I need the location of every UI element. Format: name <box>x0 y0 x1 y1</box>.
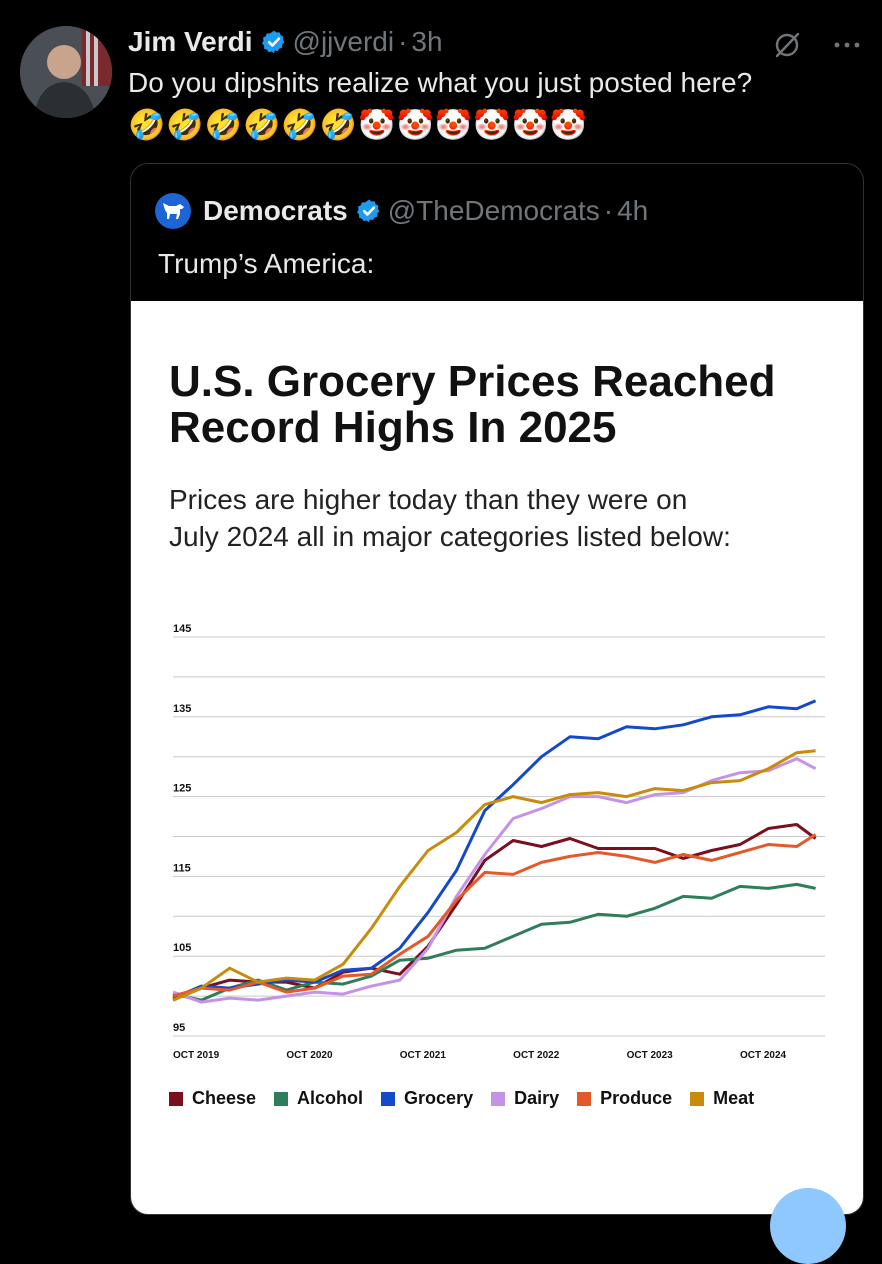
tweet-header: Jim Verdi @jjverdi · 3h <box>128 22 443 62</box>
chart-title: U.S. Grocery Prices Reached Record Highs… <box>169 359 849 451</box>
chart-subtitle-line2: July 2024 all in major categories listed… <box>169 521 731 552</box>
tweet-text: Do you dipshits realize what you just po… <box>128 67 753 98</box>
x-tick-label: OCT 2021 <box>400 1050 447 1061</box>
price-line-chart: 95 105 115 125 135 145 OCT 2019 OCT 2020 OCT 202… <box>172 623 825 1061</box>
legend-item-grocery: Grocery <box>381 1088 473 1109</box>
chart-title-line2: Record Highs In 2025 <box>169 403 617 452</box>
quoted-tweet-text: Trump’s America: <box>158 248 375 279</box>
verified-badge-icon <box>356 199 380 223</box>
quoted-tweet-time[interactable]: 4h <box>617 195 649 226</box>
more-dots-icon[interactable] <box>830 28 864 62</box>
author-avatar[interactable] <box>20 26 112 118</box>
chart-subtitle: Prices are higher today than they were o… <box>169 481 849 555</box>
legend-swatch <box>169 1091 183 1106</box>
slashed-circle-icon[interactable] <box>770 28 804 62</box>
tweet-emojis: 🤣🤣🤣🤣🤣🤣🤡🤡🤡🤡🤡🤡 <box>128 109 589 142</box>
legend-item-dairy: Dairy <box>491 1088 559 1109</box>
series-line-dairy <box>172 757 817 1004</box>
tweet-actions <box>770 28 864 62</box>
legend-label: Meat <box>713 1088 755 1108</box>
legend-item-alcohol: Alcohol <box>274 1088 363 1109</box>
compose-button[interactable] <box>770 1188 846 1264</box>
donkey-logo-icon <box>155 193 191 229</box>
x-tick-label: OCT 2020 <box>286 1050 333 1061</box>
legend-label: Produce <box>600 1088 673 1108</box>
series-line-alcohol <box>172 882 816 1002</box>
legend-swatch <box>274 1091 289 1106</box>
legend-swatch <box>491 1091 506 1106</box>
quoted-tweet-header: Democrats @TheDemocrats · 4h <box>155 192 648 230</box>
avatar-photo <box>20 26 112 118</box>
legend-swatch <box>690 1091 705 1106</box>
x-tick-label: OCT 2023 <box>627 1050 674 1061</box>
series-line-produce <box>172 833 817 998</box>
author-name[interactable]: Jim Verdi <box>128 26 253 57</box>
x-tick-label: OCT 2022 <box>513 1050 560 1061</box>
y-tick-label: 105 <box>173 942 191 954</box>
tweet-time[interactable]: 3h <box>411 26 443 57</box>
y-tick-label: 95 <box>173 1022 185 1034</box>
legend-label: Alcohol <box>297 1088 364 1108</box>
legend-label: Dairy <box>514 1088 560 1108</box>
separator: · <box>603 195 614 226</box>
series-line-grocery <box>172 699 817 1000</box>
chart-title-line1: U.S. Grocery Prices Reached <box>169 357 776 406</box>
quoted-author-name[interactable]: Democrats <box>203 195 348 226</box>
legend-item-cheese: Cheese <box>169 1088 256 1109</box>
legend-swatch <box>577 1091 592 1106</box>
x-tick-label: OCT 2019 <box>173 1050 220 1061</box>
verified-badge-icon <box>261 30 284 54</box>
series-line-meat <box>172 749 816 1002</box>
y-tick-label: 145 <box>173 623 191 635</box>
x-tick-label: OCT 2024 <box>740 1050 787 1061</box>
y-tick-label: 135 <box>173 703 191 715</box>
series-line-cheese <box>172 823 817 1002</box>
y-tick-label: 125 <box>173 783 191 795</box>
legend-item-meat: Meat <box>690 1088 754 1109</box>
quoted-tweet[interactable]: Democrats @TheDemocrats · 4h Trump’s Ame… <box>130 163 864 1215</box>
chart-legend: Cheese Alcohol Grocery Dairy Produce Meat <box>169 1088 772 1109</box>
legend-label: Cheese <box>192 1088 257 1108</box>
quoted-author-handle[interactable]: @TheDemocrats <box>387 195 600 226</box>
legend-item-produce: Produce <box>577 1088 672 1109</box>
legend-label: Grocery <box>404 1088 474 1108</box>
legend-swatch <box>381 1091 396 1106</box>
separator: · <box>398 26 408 57</box>
author-handle[interactable]: @jjverdi <box>292 26 395 57</box>
chart-subtitle-line1: Prices are higher today than they were o… <box>169 484 688 515</box>
chart-image-card[interactable]: U.S. Grocery Prices Reached Record Highs… <box>131 301 863 1214</box>
y-tick-label: 115 <box>173 862 191 874</box>
